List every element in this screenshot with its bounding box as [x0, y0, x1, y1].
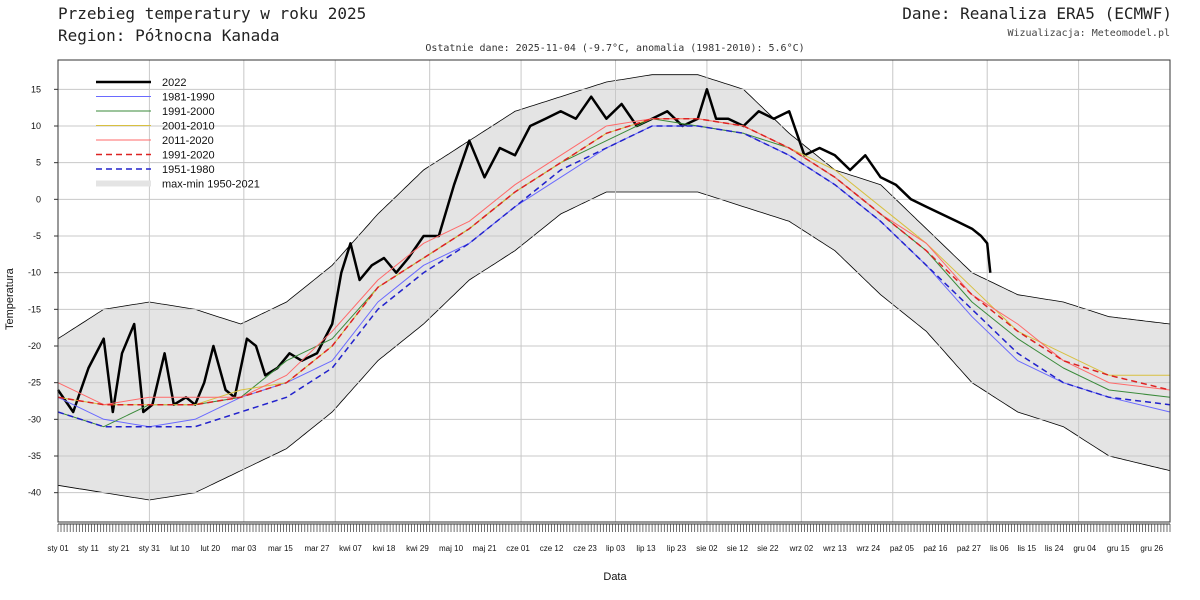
- x-axis-label: Data: [603, 571, 627, 583]
- y-tick-label: -40: [28, 488, 41, 498]
- x-tick-label: kwi 18: [373, 544, 396, 553]
- x-tick-label: lip 13: [636, 544, 656, 553]
- x-tick-label: gru 26: [1140, 544, 1163, 553]
- y-tick-label: -15: [28, 304, 41, 314]
- chart-title: Przebieg temperatury w roku 2025: [58, 4, 367, 23]
- x-tick-label: mar 03: [231, 544, 256, 553]
- y-tick-label: 0: [36, 194, 41, 204]
- x-tick-label: lip 03: [606, 544, 626, 553]
- x-tick-label: paź 16: [923, 544, 948, 553]
- x-tick-label: paź 05: [890, 544, 915, 553]
- x-tick-label: paź 27: [957, 544, 982, 553]
- plot-frame: [57, 59, 1171, 523]
- band-max-line: [57, 74, 1171, 340]
- x-tick-label: mar 15: [268, 544, 293, 553]
- data-source-label: Dane: Reanaliza ERA5 (ECMWF): [902, 4, 1172, 23]
- x-tick-label: cze 12: [540, 544, 564, 553]
- x-tick-label: gru 04: [1073, 544, 1096, 553]
- x-tick-label: sty 31: [139, 544, 161, 553]
- x-tick-label: lis 24: [1045, 544, 1064, 553]
- x-tick-label: lut 20: [201, 544, 221, 553]
- x-tick-label: wrz 13: [822, 544, 847, 553]
- legend-label: 2022: [162, 77, 186, 89]
- x-tick-label: sty 01: [47, 544, 69, 553]
- x-tick-label: mar 27: [305, 544, 330, 553]
- legend-label: 2001-2010: [162, 121, 215, 133]
- y-tick-label: -20: [28, 341, 41, 351]
- series-line-1991-2020: [57, 117, 1171, 406]
- x-tick-label: kwi 29: [406, 544, 429, 553]
- y-tick-label: 15: [31, 84, 41, 94]
- x-tick-label: wrz 24: [856, 544, 881, 553]
- y-tick-label: -5: [33, 231, 41, 241]
- x-tick-label: sty 11: [78, 544, 99, 553]
- y-tick-label: -35: [28, 451, 41, 461]
- legend-label: 1991-2000: [162, 106, 215, 118]
- x-tick-label: lut 10: [170, 544, 190, 553]
- x-tick-label: cze 01: [506, 544, 530, 553]
- visualization-credit: Wizualizacja: Meteomodel.pl: [1007, 28, 1170, 39]
- y-tick-label: -30: [28, 414, 41, 424]
- x-tick-label: maj 10: [439, 544, 464, 553]
- x-tick-label: kwi 07: [339, 544, 362, 553]
- band-area: [58, 74, 1170, 500]
- x-tick-label: sie 12: [727, 544, 749, 553]
- series-line-1951-1980: [57, 125, 1171, 428]
- x-tick-label: lis 15: [1017, 544, 1036, 553]
- y-tick-label: 5: [36, 158, 41, 168]
- legend-label: 2011-2020: [162, 135, 214, 147]
- x-tick-label: lip 23: [667, 544, 687, 553]
- region-title: Region: Północna Kanada: [58, 26, 280, 45]
- legend-label: 1991-2020: [162, 150, 215, 162]
- legend-label: max-min 1950-2021: [162, 179, 260, 191]
- y-tick-label: -10: [28, 268, 41, 278]
- band-min-line: [57, 191, 1171, 501]
- y-tick-label: 10: [31, 121, 41, 131]
- x-tick-label: wrz 02: [789, 544, 814, 553]
- legend-label: 1981-1990: [162, 92, 215, 104]
- chart-subtitle: Ostatnie dane: 2025-11-04 (-9.7°C, anoma…: [425, 43, 805, 54]
- x-minor-ticks: [57, 524, 1171, 532]
- y-tick-label: -25: [28, 378, 41, 388]
- x-tick-label: sie 02: [696, 544, 718, 553]
- x-tick-label: maj 21: [473, 544, 498, 553]
- x-tick-label: lis 06: [990, 544, 1009, 553]
- legend-label: 1951-1980: [162, 164, 215, 176]
- x-tick-label: gru 15: [1107, 544, 1130, 553]
- x-tick-label: sty 21: [108, 544, 130, 553]
- x-tick-label: cze 23: [573, 544, 597, 553]
- x-tick-label: sie 22: [757, 544, 779, 553]
